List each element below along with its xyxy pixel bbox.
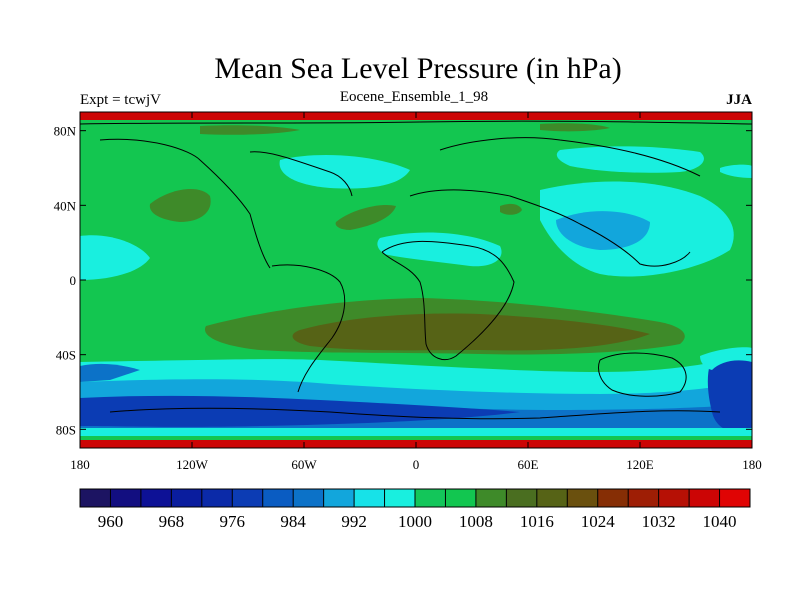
colorbar-swatch	[171, 489, 203, 507]
colorbar-swatch	[597, 489, 629, 507]
lat-tick-label: 80S	[56, 422, 76, 437]
colorbar-swatch	[719, 489, 751, 507]
colorbar-label: 992	[341, 512, 367, 531]
colorbar-swatch	[536, 489, 568, 507]
lon-tick-label: 120W	[176, 457, 209, 472]
colorbar-frame	[79, 488, 751, 508]
colorbar-swatch	[445, 489, 477, 507]
field-far-east-cyan	[556, 146, 704, 173]
colorbar-label: 1008	[459, 512, 493, 531]
field-southern-blue-core	[80, 395, 520, 427]
field-austral-cyan	[700, 347, 752, 370]
colorbar-swatch	[110, 489, 142, 507]
colorbar-label: 960	[98, 512, 124, 531]
lon-tick-label: 60W	[291, 457, 317, 472]
colorbar-swatch	[80, 489, 111, 507]
season-label: JJA	[726, 92, 752, 108]
lon-tick-label: 0	[413, 457, 420, 472]
colorbar-swatch	[323, 489, 355, 507]
colorbar-swatch	[293, 489, 325, 507]
colorbar-swatch	[232, 489, 264, 507]
lat-tick-label: 80N	[54, 124, 77, 139]
colorbar-swatch	[689, 489, 721, 507]
lon-tick-label: 180	[70, 457, 90, 472]
colorbar-label: 968	[159, 512, 185, 531]
coast-arctic	[80, 120, 752, 125]
lat-tick-label: 40S	[56, 348, 76, 363]
field-austral-blue	[707, 358, 752, 433]
lat-tick-label: 40N	[54, 198, 77, 213]
colorbar-label: 1024	[581, 512, 616, 531]
coast-africa	[381, 240, 515, 360]
coast-australia	[598, 352, 687, 397]
colorbar: 960 968 976 984 992 1000 1008 1016 1024 1032 1040	[79, 488, 751, 531]
pressure-field	[80, 112, 752, 448]
field-north-atlantic-high	[335, 204, 396, 230]
field-africa-cyan	[377, 232, 502, 267]
field-mediterranean-high	[500, 203, 522, 215]
field-north-pacific-high	[149, 189, 211, 222]
colorbar-label: 1032	[642, 512, 676, 531]
colorbar-swatch	[628, 489, 660, 507]
field-antarctic-edge-green	[80, 436, 752, 440]
field-south-high-core	[292, 313, 650, 351]
colorbar-label: 1016	[520, 512, 554, 531]
lon-tick-label: 120E	[626, 457, 654, 472]
field-eastern-pacific-cyan	[80, 235, 150, 280]
field-polar-high-2	[540, 123, 610, 132]
colorbar-swatch	[262, 489, 294, 507]
field-asian-monsoon-blue	[556, 211, 650, 250]
field-southern-light-blue	[80, 379, 752, 410]
colorbar-swatch	[354, 489, 386, 507]
ensemble-label: Eocene_Ensemble_1_98	[339, 89, 489, 105]
colorbar-swatch	[415, 489, 446, 507]
field-polar-high	[200, 125, 300, 135]
coast-eurasia	[409, 137, 701, 267]
map-title: Mean Sea Level Pressure (in hPa)	[214, 52, 622, 85]
colorbar-swatch	[384, 489, 416, 507]
coast-south-america	[271, 264, 346, 393]
coast-antarctica	[109, 407, 721, 420]
colorbar-label: 976	[220, 512, 246, 531]
colorbar-label: 1040	[703, 512, 737, 531]
field-far-east-cyan-2	[720, 164, 752, 178]
field-south-pacific-blue	[80, 363, 140, 382]
field-antarctic-edge-cyan	[80, 428, 752, 436]
lat-tick-label: 0	[70, 273, 77, 288]
axis-ticks: 80N 40N 0 40S 80S 180 120W 60W 0 60E 120E 180	[54, 112, 762, 472]
colorbar-swatch	[140, 489, 172, 507]
colorbar-swatch	[567, 489, 599, 507]
colorbar-swatch	[475, 489, 507, 507]
colorbar-swatch	[658, 489, 690, 507]
lon-tick-label: 180	[742, 457, 762, 472]
coast-north-america	[99, 138, 353, 269]
colorbar-swatch	[201, 489, 233, 507]
colorbar-label: 984	[280, 512, 306, 531]
field-north-america-cyan	[279, 155, 410, 189]
coastlines	[80, 120, 752, 420]
experiment-label: Expt = tcwjV	[80, 92, 161, 108]
colorbar-swatch	[506, 489, 538, 507]
colorbar-label: 1000	[398, 512, 432, 531]
lon-tick-label: 60E	[518, 457, 539, 472]
